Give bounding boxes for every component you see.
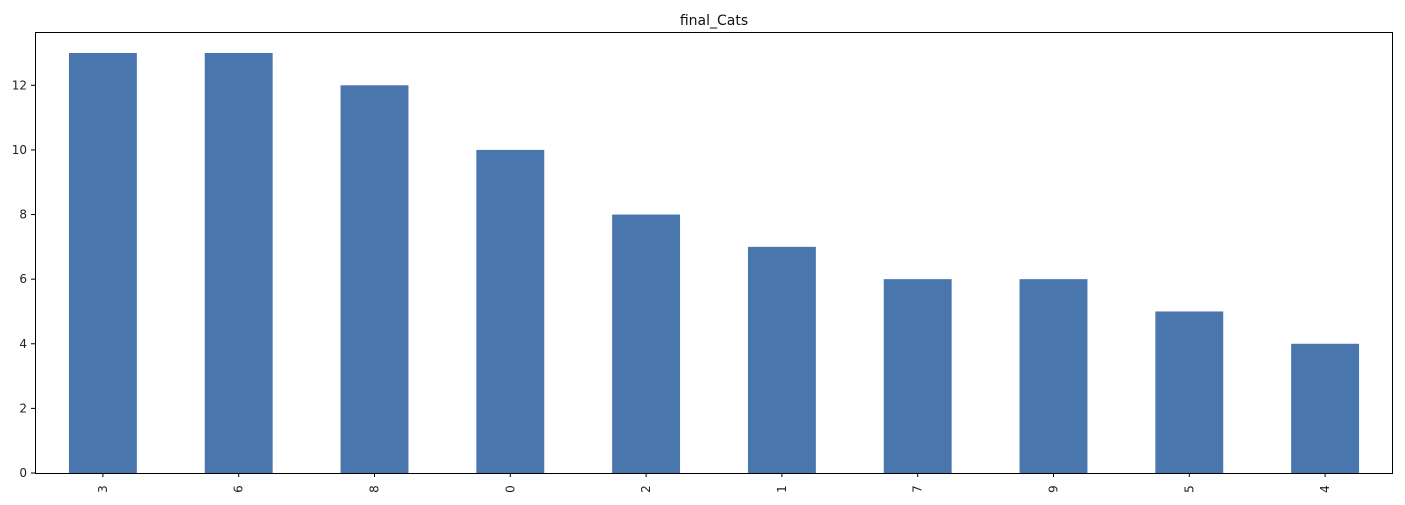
x-tick-label: 8 <box>368 485 382 493</box>
bar-4 <box>1291 343 1360 473</box>
y-tick-label: 10 <box>12 143 27 157</box>
y-tick-label: 2 <box>19 401 27 415</box>
chart-title: final_Cats <box>680 13 748 29</box>
bar-6 <box>204 53 273 473</box>
y-tick-label: 4 <box>19 337 27 351</box>
bar-7 <box>883 279 952 473</box>
y-tick-label: 12 <box>12 78 27 92</box>
x-tick-label: 7 <box>911 485 925 493</box>
y-tick-label: 6 <box>19 272 27 286</box>
bar-9 <box>1019 279 1088 473</box>
x-tick-label: 1 <box>775 485 789 493</box>
bar-8 <box>340 85 409 474</box>
bar-5 <box>1155 311 1224 473</box>
x-tick-label: 9 <box>1047 485 1061 493</box>
bar-0 <box>476 149 545 473</box>
bars-group <box>68 53 1360 474</box>
plot-frame <box>35 32 1393 474</box>
x-axis: 3 6 8 0 2 1 7 9 5 4 <box>96 473 1332 493</box>
x-tick-label: 4 <box>1318 485 1332 493</box>
x-tick-label: 0 <box>503 485 517 493</box>
bar-1 <box>747 246 816 473</box>
x-tick-label: 6 <box>232 485 246 493</box>
x-tick-label: 3 <box>96 485 110 493</box>
bar-2 <box>612 214 681 474</box>
bar-3 <box>68 53 137 473</box>
y-axis: 0 2 4 6 8 10 12 <box>12 78 35 480</box>
x-tick-label: 5 <box>1182 485 1196 493</box>
y-tick-label: 0 <box>19 466 27 480</box>
y-tick-label: 8 <box>19 208 27 222</box>
x-tick-label: 2 <box>639 485 653 493</box>
